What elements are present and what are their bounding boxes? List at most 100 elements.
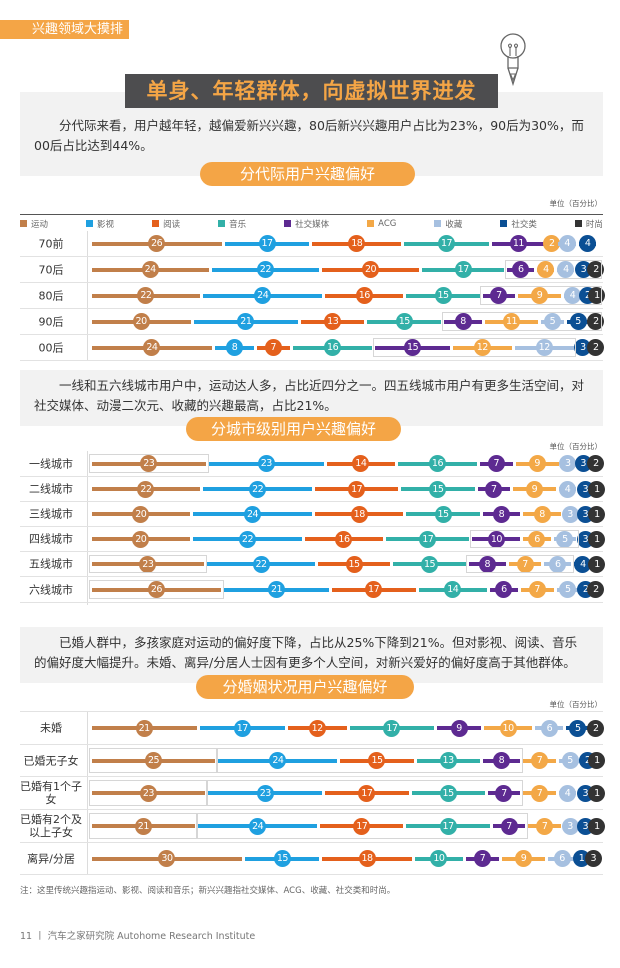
highlight-box [195, 813, 528, 839]
value-badge: 18 [348, 235, 366, 252]
value-badge: 22 [238, 530, 256, 548]
value-badge: 5 [556, 530, 574, 548]
value-badge: 17 [439, 817, 457, 835]
legend-item-fashion: 时尚 [574, 218, 603, 230]
value-badge: 7 [531, 784, 549, 802]
value-badge: 15 [420, 555, 438, 573]
section-1-title: 分代际用户兴趣偏好 [200, 162, 415, 186]
chart-legend: 运动 影视 阅读 音乐 社交媒体 ACG 收藏 社交类 时尚 [20, 214, 603, 230]
value-badge: 4 [564, 287, 582, 304]
legend-label: 运动 [31, 219, 49, 230]
value-badge: 5 [543, 313, 561, 330]
value-badge: 21 [135, 719, 153, 737]
value-badge: 26 [147, 581, 165, 598]
value-badge: 4 [558, 480, 576, 498]
value-badge: 13 [324, 313, 342, 330]
highlight-box [441, 312, 602, 331]
value-badge: 8 [226, 339, 244, 356]
value-badge: 3 [561, 817, 579, 835]
value-badge: 17 [258, 235, 276, 252]
value-badge: 22 [252, 555, 270, 573]
value-badge: 1 [588, 530, 606, 548]
value-badge: 23 [139, 555, 157, 573]
value-badge: 22 [256, 261, 274, 278]
value-badge: 3 [559, 455, 577, 472]
row-label: 一线城市 [29, 457, 73, 470]
value-badge: 12 [535, 339, 553, 356]
value-badge: 22 [137, 480, 155, 498]
value-badge: 7 [516, 555, 534, 573]
chart-row: 70后 24 22 20 17 6 4 4 3 2 [20, 257, 605, 283]
value-badge: 7 [528, 581, 546, 598]
legend-swatch [574, 220, 582, 227]
value-badge: 24 [141, 261, 159, 278]
value-badge: 4 [537, 261, 555, 278]
value-badge: 15 [368, 752, 386, 769]
value-badge: 1 [588, 784, 606, 802]
chart-row: 一线城市 23 23 14 16 7 9 3 3 2 [20, 451, 605, 477]
value-badge: 23 [140, 455, 158, 472]
legend-item-social: 社交类 [500, 218, 537, 230]
chart-row: 五线城市 23 22 15 15 8 7 6 4 1 [20, 552, 606, 577]
row-label: 未婚 [40, 721, 62, 735]
value-badge: 1 [588, 817, 606, 835]
value-badge: 2 [587, 261, 605, 278]
value-badge: 12 [473, 339, 491, 356]
section-3-description: 已婚人群中，多孩家庭对运动的偏好度下降，占比从25%下降到21%。但对影视、阅读… [34, 635, 578, 670]
value-badge: 4 [574, 555, 592, 573]
section-2-title: 分城市级别用户兴趣偏好 [186, 417, 401, 441]
chart-city-tier: 一线城市 23 23 14 16 7 9 3 3 2 二线城市 22 22 17 15 7 9 4 3 1 三线城市 20… [20, 451, 606, 605]
footnote: 注：这里传统兴趣指运动、影视、阅读和音乐；新兴兴趣指社交媒体、ACG、收藏、社交… [20, 886, 396, 896]
legend-swatch [20, 220, 27, 227]
value-badge: 11 [509, 235, 527, 252]
value-badge: 24 [254, 287, 272, 304]
value-badge: 4 [579, 235, 597, 252]
value-badge: 17 [348, 480, 366, 498]
value-badge: 2 [587, 339, 605, 356]
chart-row: 已婚有1个子女 23 23 17 15 7 7 4 3 1 [20, 777, 606, 810]
value-badge: 16 [428, 455, 446, 472]
highlight-box [466, 555, 574, 573]
chart-row: 未婚 21 17 12 17 9 10 6 5 2 [20, 712, 605, 745]
row-label: 70后 [38, 263, 64, 276]
value-badge: 1 [588, 480, 606, 498]
value-badge: 21 [237, 313, 255, 330]
value-badge: 17 [233, 719, 251, 737]
value-badge: 21 [134, 817, 152, 835]
value-badge: 30 [158, 850, 176, 867]
value-badge: 6 [540, 719, 558, 737]
legend-swatch [152, 220, 160, 227]
chart-row: 90后 20 21 13 15 8 11 5 5 2 [20, 309, 605, 335]
legend-label: 社交类 [511, 219, 537, 230]
value-badge: 9 [528, 455, 546, 472]
section-3-title: 分婚姻状况用户兴趣偏好 [196, 675, 414, 699]
chart-row: 70前 26 17 18 17 11 2 4 4 [20, 231, 603, 257]
highlight-box [504, 260, 602, 279]
value-badge: 15 [434, 505, 452, 523]
section-3-text-box: 已婚人群中，多孩家庭对运动的偏好度下降，占比从25%下降到21%。但对影视、阅读… [20, 627, 603, 683]
legend-swatch [500, 220, 508, 227]
value-badge: 2 [543, 235, 561, 252]
legend-swatch [218, 220, 226, 227]
chart-row: 三线城市 20 24 18 15 8 8 3 3 1 [20, 502, 606, 527]
value-badge: 3 [574, 455, 592, 472]
value-badge: 6 [512, 261, 530, 278]
legend-label: 影视 [97, 219, 115, 230]
row-label: 四线城市 [29, 532, 73, 546]
chart-row: 已婚无子女2524151387521 [20, 745, 606, 777]
highlight-box [469, 530, 579, 548]
value-badge: 8 [492, 505, 510, 523]
value-badge: 24 [249, 817, 267, 835]
value-badge: 15 [439, 784, 457, 802]
value-badge: 4 [558, 784, 576, 802]
value-badge: 9 [450, 719, 468, 737]
value-badge: 15 [429, 480, 447, 498]
value-badge: 9 [531, 287, 549, 304]
value-badge: 18 [358, 850, 376, 867]
value-badge: 15 [273, 850, 291, 867]
highlight-box [205, 780, 523, 806]
value-badge: 4 [557, 261, 575, 278]
value-badge: 4 [558, 235, 576, 252]
value-badge: 9 [515, 850, 533, 867]
value-badge: 22 [137, 287, 155, 304]
